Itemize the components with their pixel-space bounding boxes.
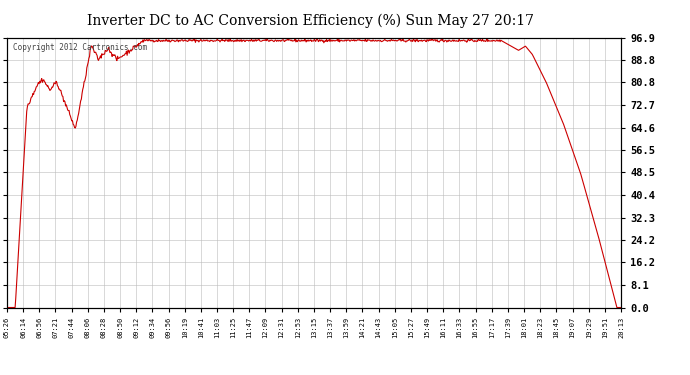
Text: Inverter DC to AC Conversion Efficiency (%) Sun May 27 20:17: Inverter DC to AC Conversion Efficiency … [87,13,534,27]
Text: Copyright 2012 Cartronics.com: Copyright 2012 Cartronics.com [13,43,147,52]
